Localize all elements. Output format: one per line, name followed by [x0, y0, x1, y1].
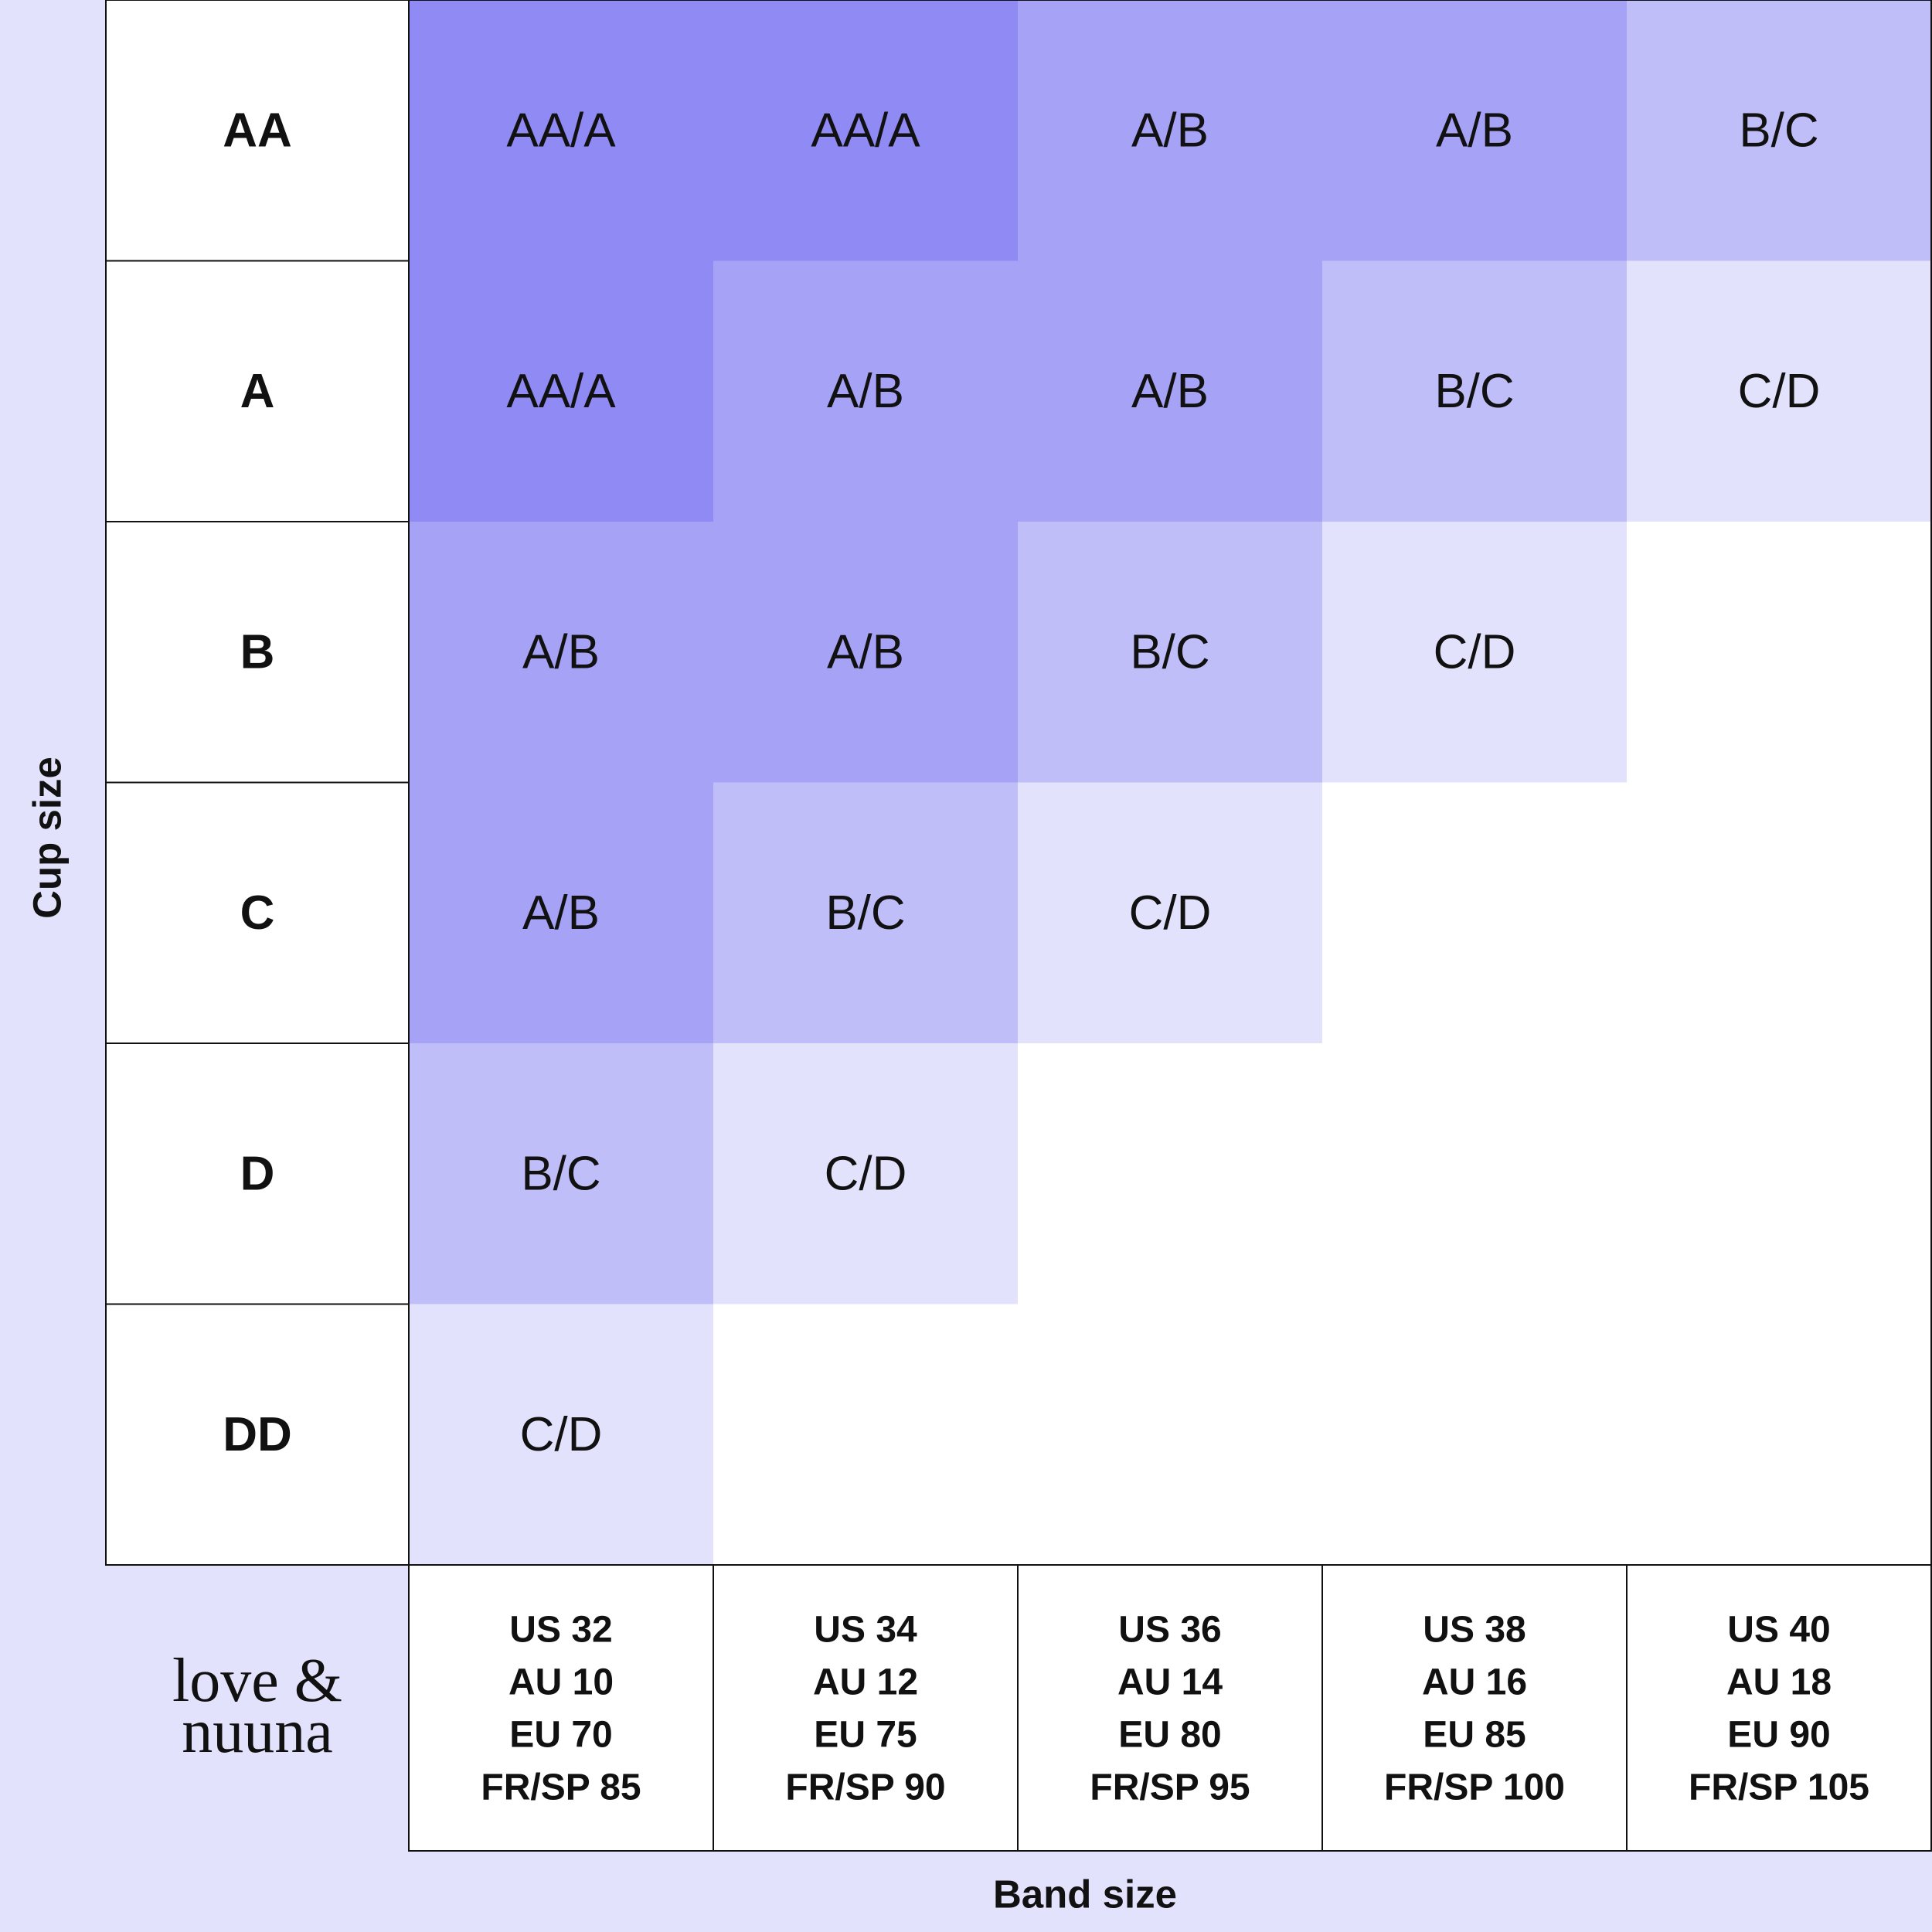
- band-label: EU 80: [1118, 1715, 1221, 1756]
- band-label: EU 85: [1423, 1715, 1526, 1756]
- fit-cell: [1018, 1304, 1323, 1566]
- fit-cell: [1018, 0, 1323, 261]
- fit-cell: [713, 522, 1019, 783]
- fit-label: C/D: [1129, 886, 1212, 940]
- fit-label: B/C: [1434, 365, 1514, 418]
- fit-cell: [1627, 260, 1932, 522]
- fit-label: B/C: [1739, 104, 1818, 157]
- band-label: US 40: [1727, 1610, 1830, 1651]
- y-axis-label: Cup size: [26, 757, 70, 919]
- band-label: AU 12: [813, 1662, 918, 1703]
- fit-cell: [713, 782, 1019, 1044]
- fit-cell: [713, 1304, 1019, 1566]
- band-label: US 34: [814, 1610, 917, 1651]
- fit-cell: [1018, 522, 1323, 783]
- cup-label: DD: [223, 1408, 292, 1461]
- band-label: AU 16: [1422, 1662, 1527, 1703]
- fit-label: C/D: [1434, 625, 1516, 679]
- fit-cell: [1627, 522, 1932, 783]
- band-label: EU 75: [814, 1715, 917, 1756]
- fit-cell: [1322, 0, 1628, 261]
- fit-cell: [713, 260, 1019, 522]
- fit-cell: [1322, 1304, 1628, 1566]
- cup-cell: [106, 1304, 409, 1565]
- cup-cell: [106, 0, 409, 261]
- fit-label: A/B: [827, 365, 904, 418]
- cup-label: B: [240, 625, 275, 679]
- cup-label: C: [240, 886, 275, 940]
- fit-cell: [1627, 1043, 1932, 1304]
- cup-cell: [106, 1043, 409, 1304]
- fit-cell: [1627, 1304, 1932, 1566]
- band-label: AU 18: [1726, 1662, 1832, 1703]
- fit-label: B/C: [521, 1147, 600, 1200]
- band-cell: [408, 1564, 714, 1852]
- fit-cell: [713, 1043, 1019, 1304]
- cup-label: AA: [223, 104, 292, 157]
- x-axis-label: Band size: [993, 1872, 1177, 1917]
- logo: nuuna: [182, 1698, 333, 1766]
- band-label: AU 10: [509, 1662, 614, 1703]
- band-label: FR/SP 85: [481, 1767, 641, 1808]
- fit-label: B/C: [1130, 625, 1209, 679]
- fit-label: A/B: [1131, 365, 1209, 418]
- fit-label: AA/A: [506, 365, 616, 418]
- fit-cell: [409, 1043, 714, 1304]
- band-label: US 32: [509, 1610, 612, 1651]
- fit-label: C/D: [520, 1408, 603, 1461]
- fit-label: A/B: [522, 625, 600, 679]
- cup-cell: [106, 260, 409, 522]
- fit-label: B/C: [825, 886, 905, 940]
- fit-label: AA/A: [506, 104, 616, 157]
- fit-cell: [1627, 782, 1932, 1044]
- cup-label: D: [240, 1147, 275, 1200]
- band-label: EU 90: [1727, 1715, 1830, 1756]
- band-cell: [1626, 1564, 1932, 1852]
- band-label: US 38: [1423, 1610, 1526, 1651]
- band-label: AU 14: [1117, 1662, 1223, 1703]
- fit-cell: [1018, 1043, 1323, 1304]
- fit-cell: [1322, 260, 1628, 522]
- fit-cell: [713, 0, 1019, 261]
- fit-label: C/D: [1738, 365, 1821, 418]
- band-cell: [1321, 1564, 1628, 1852]
- fit-cell: [409, 260, 714, 522]
- band-cell: [1017, 1564, 1323, 1852]
- fit-cell: [1322, 782, 1628, 1044]
- cup-label: A: [240, 365, 275, 418]
- band-label: FR/SP 95: [1090, 1767, 1250, 1808]
- fit-cell: [409, 522, 714, 783]
- band-label: FR/SP 100: [1384, 1767, 1565, 1808]
- band-label: FR/SP 105: [1689, 1767, 1869, 1808]
- fit-cell: [1018, 782, 1323, 1044]
- fit-cell: [409, 0, 714, 261]
- fit-label: A/B: [522, 886, 600, 940]
- band-label: FR/SP 90: [785, 1767, 945, 1808]
- fit-cell: [409, 1304, 714, 1566]
- band-label: US 36: [1118, 1610, 1221, 1651]
- band-cell: [713, 1564, 1019, 1852]
- fit-cell: [1322, 522, 1628, 783]
- logo: love &: [172, 1647, 342, 1715]
- fit-label: A/B: [1436, 104, 1513, 157]
- cup-cell: [106, 782, 409, 1043]
- fit-label: AA/A: [811, 104, 920, 157]
- band-label: EU 70: [509, 1715, 612, 1756]
- fit-label: C/D: [825, 1147, 907, 1200]
- fit-cell: [1627, 0, 1932, 261]
- cup-cell: [106, 522, 409, 783]
- fit-label: A/B: [1131, 104, 1209, 157]
- fit-cell: [409, 782, 714, 1044]
- fit-cell: [1322, 1043, 1628, 1304]
- fit-label: A/B: [827, 625, 904, 679]
- fit-cell: [1018, 260, 1323, 522]
